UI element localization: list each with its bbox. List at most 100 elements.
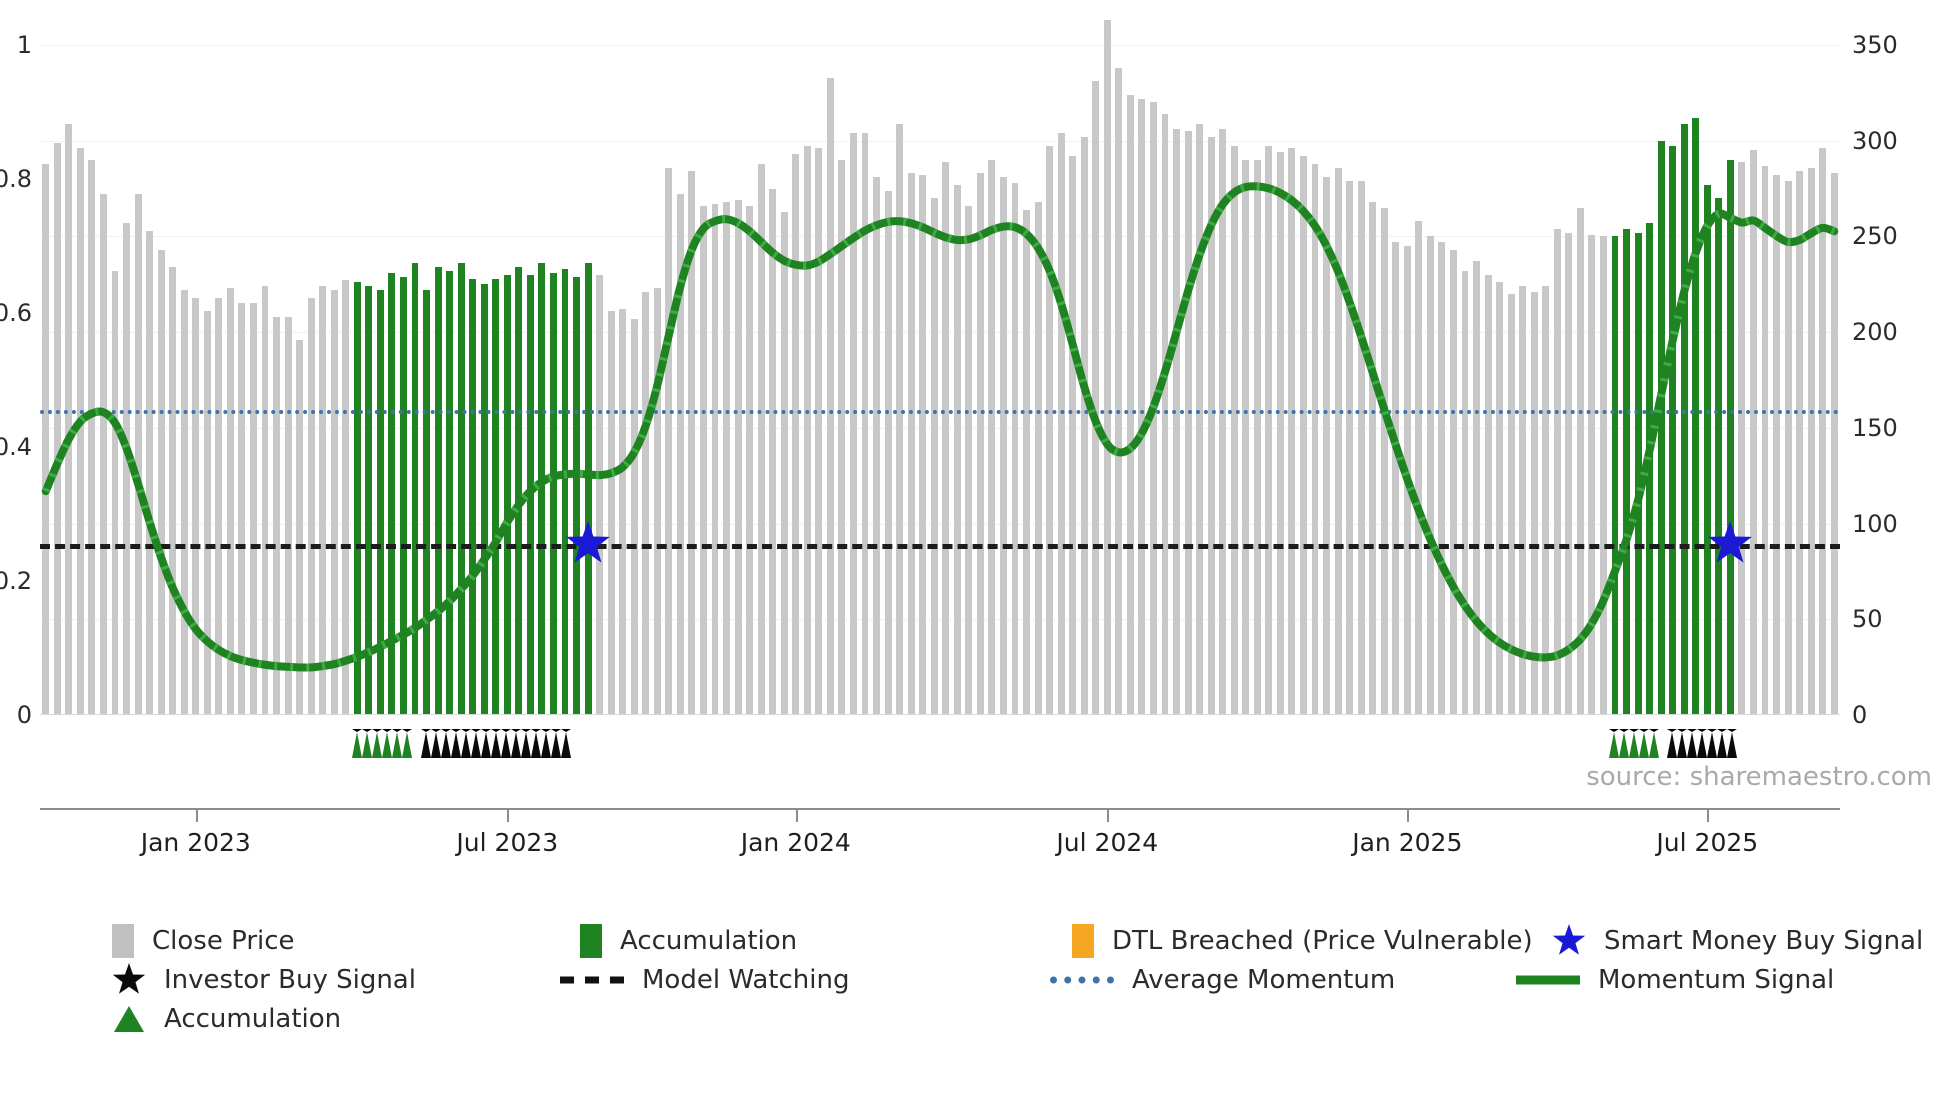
- investor-buy-triangle-marker: [1676, 729, 1687, 758]
- close-price-swatch-icon: [112, 924, 134, 958]
- source-note: source: sharemaestro.com: [1586, 762, 1932, 792]
- bar-accumulation: [434, 267, 442, 715]
- x-axis-line: [40, 808, 1840, 810]
- momentum-signal-line-icon: [1516, 963, 1580, 997]
- signal-marker-strip: [40, 718, 1840, 758]
- investor-buy-triangle-marker: [430, 729, 441, 758]
- investor-buy-triangle-marker: [490, 729, 501, 758]
- legend-item-smart-money-buy-signal[interactable]: Smart Money Buy Signal: [1552, 922, 1923, 960]
- bar-close-price: [1761, 165, 1769, 715]
- bar-close-price: [1184, 131, 1192, 715]
- investor-buy-triangle-marker: [510, 729, 521, 758]
- legend-label-momentum-signal: Momentum Signal: [1598, 965, 1835, 995]
- bar-close-price: [676, 194, 684, 715]
- bar-close-price: [723, 201, 730, 715]
- chart-legend: Close Price Accumulation DTL Breached (Pri…: [112, 922, 1923, 1039]
- x-axis-label: Jul 2025: [1656, 828, 1759, 857]
- y-axis-left-tick: 0.4: [0, 433, 32, 461]
- bar-close-price: [965, 205, 973, 715]
- investor-buy-triangle-marker: [440, 729, 451, 758]
- bar-accumulation: [1669, 146, 1677, 715]
- momentum-signal-texture: [42, 182, 1836, 672]
- bar-accumulation: [1680, 123, 1688, 715]
- bar-accumulation: [573, 276, 580, 715]
- legend-item-average-momentum[interactable]: Average Momentum: [1050, 961, 1395, 999]
- bar-close-price: [1346, 180, 1354, 715]
- gridline: [40, 45, 1840, 46]
- bar-close-price: [1023, 209, 1030, 715]
- legend-item-investor-buy-signal[interactable]: Investor Buy Signal: [112, 961, 416, 999]
- legend-item-momentum-signal[interactable]: Momentum Signal: [1516, 961, 1834, 999]
- bar-close-price: [734, 200, 742, 715]
- bar-close-price: [1011, 182, 1019, 715]
- legend-item-model-watching[interactable]: Model Watching: [560, 961, 849, 999]
- y-axis-right-tick: 100: [1852, 509, 1898, 538]
- bar-close-price: [42, 163, 50, 715]
- bar-close-price: [1496, 282, 1504, 715]
- bar-close-price: [1819, 148, 1827, 715]
- bar-close-price: [826, 77, 834, 715]
- bar-close-price: [953, 184, 961, 715]
- bar-accumulation: [1692, 117, 1700, 715]
- bar-accumulation: [469, 278, 477, 715]
- bar-accumulation: [584, 263, 592, 715]
- bar-close-price: [307, 297, 315, 715]
- bar-close-price: [688, 171, 696, 715]
- legend-item-close-price[interactable]: Close Price: [112, 922, 295, 960]
- x-axis-tick: [1107, 808, 1110, 822]
- bar-close-price: [1565, 232, 1573, 715]
- y-axis-left-tick: 0.6: [0, 299, 32, 327]
- bar-accumulation: [353, 282, 361, 715]
- legend-label-model-watching: Model Watching: [642, 965, 850, 995]
- bar-close-price: [896, 123, 904, 715]
- bar-close-price: [1807, 167, 1815, 715]
- bar-accumulation: [423, 290, 430, 715]
- bar-close-price: [296, 339, 304, 715]
- bar-series-close-price: [40, 20, 1840, 715]
- bar-accumulation: [400, 276, 407, 715]
- bar-accumulation: [457, 263, 465, 715]
- bar-close-price: [792, 154, 800, 715]
- bar-close-price: [1288, 148, 1296, 715]
- bar-accumulation: [1634, 232, 1642, 715]
- bar-close-price: [1438, 242, 1446, 715]
- bar-close-price: [1000, 177, 1007, 715]
- bar-close-price: [1103, 20, 1111, 715]
- bar-close-price: [873, 177, 880, 715]
- bar-close-price: [1126, 94, 1134, 715]
- y-axis-right-tick: 0: [1852, 701, 1868, 729]
- legend-item-accumulation-bar[interactable]: Accumulation: [580, 922, 797, 960]
- bar-close-price: [1357, 180, 1365, 715]
- bar-accumulation: [1611, 236, 1619, 715]
- bar-close-price: [1323, 177, 1330, 715]
- bar-close-price: [630, 318, 638, 715]
- investor-buy-triangle-marker: [480, 729, 491, 758]
- bar-close-price: [1426, 236, 1434, 715]
- bar-close-price: [746, 205, 754, 715]
- momentum-signal-line: [41, 182, 1839, 672]
- x-axis-label: Jan 2025: [1352, 828, 1463, 857]
- bar-close-price: [642, 291, 650, 715]
- bar-close-price: [1519, 286, 1527, 715]
- investor-buy-triangle-marker: [460, 729, 471, 758]
- momentum-signal-path: [41, 182, 1839, 672]
- bar-close-price: [1069, 156, 1077, 715]
- legend-label-average-momentum: Average Momentum: [1132, 965, 1396, 995]
- investor-buy-triangle: [1666, 729, 1748, 758]
- legend-item-dtl-breached[interactable]: DTL Breached (Price Vulnerable): [1072, 922, 1533, 960]
- y-axis-left-tick: 0: [16, 701, 32, 729]
- bar-close-price: [1253, 159, 1261, 715]
- bar-close-price: [1380, 207, 1388, 715]
- bar-close-price: [330, 290, 338, 715]
- bar-accumulation: [503, 274, 511, 715]
- investor-buy-triangle-marker: [470, 729, 481, 758]
- model-watching-line: [40, 544, 1840, 550]
- legend-item-accumulation-triangle[interactable]: Accumulation: [112, 1000, 341, 1038]
- bar-close-price: [1207, 136, 1215, 715]
- bar-close-price: [607, 311, 615, 715]
- bar-close-price: [700, 205, 707, 715]
- bar-close-price: [319, 286, 327, 715]
- bar-close-price: [1080, 136, 1088, 715]
- plot-inner: [40, 20, 1840, 715]
- bar-close-price: [1369, 201, 1377, 715]
